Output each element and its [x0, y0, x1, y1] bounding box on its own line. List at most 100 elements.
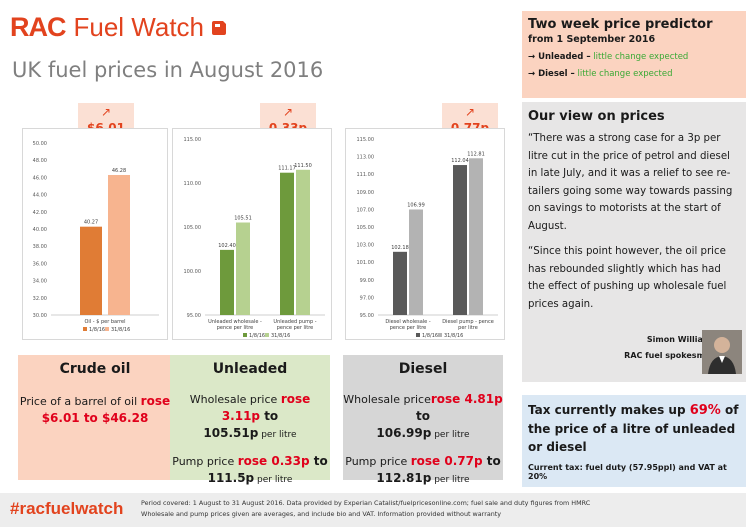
bar-value-label: 46.28 [112, 168, 126, 174]
spokesman-role: RAC fuel spokesman [624, 351, 716, 360]
diesel-summary: Diesel Wholesale pricerose 4.81p to 106.… [343, 355, 503, 485]
unleaded-wholesale-value-line: 105.51p per litre [170, 425, 330, 443]
unit-label: per litre [431, 475, 470, 485]
wholesale-label: Wholesale price [189, 393, 281, 406]
wholesale-value: 105.51p [203, 426, 259, 440]
bar-31-8-16 [296, 169, 310, 315]
y-tick-label: 103.00 [357, 243, 375, 249]
view-paragraph-2: “Since this point however, the oil price… [528, 246, 727, 310]
person-icon [702, 330, 742, 374]
bar-31-8-16 [469, 158, 483, 315]
wholesale-rise: rose 4.81p [430, 392, 503, 406]
x-category-label: Diesel pump - pence [442, 319, 494, 325]
y-tick-label: 50.00 [33, 141, 47, 147]
y-tick-label: 109.00 [357, 190, 375, 196]
bar-value-label: 102.18 [391, 245, 409, 251]
bar-value-label: 111.50 [294, 163, 312, 169]
y-tick-label: 42.00 [33, 210, 47, 216]
predictor-row-unleaded: → Unleaded – little change expected [528, 49, 740, 66]
legend-label: 1/8/16 [249, 333, 265, 339]
up-arrow-icon: ↗ [464, 105, 476, 119]
bar-value-label: 105.51 [234, 216, 252, 222]
pump-value: 111.5p [207, 471, 255, 485]
spokesman-signoff: Simon Williams RAC fuel spokesman [586, 332, 716, 364]
to-label: to [309, 454, 328, 468]
unit-label: per litre [431, 430, 470, 440]
bar-value-label: 112.04 [451, 158, 469, 164]
y-tick-label: 111.00 [357, 172, 375, 178]
x-category-label: Diesel wholesale - [385, 319, 430, 325]
wholesale-value: 106.99p [376, 426, 432, 440]
unleaded-summary: Unleaded Wholesale price rose 3.11p to 1… [170, 355, 330, 485]
unleaded-title: Unleaded [212, 361, 288, 377]
bar-31-8-16 [108, 174, 130, 315]
tax-percentage: 69% [689, 403, 721, 418]
y-tick-label: 36.00 [33, 261, 47, 267]
unleaded-chart-svg: 95.00 100.00 105.00 110.00 115.00 102.40 105.5… [184, 137, 325, 339]
predictor-fuel-label: → Unleaded – [528, 52, 591, 62]
legend-swatch [105, 327, 109, 331]
footnote: Period covered: 1 August to 31 August 20… [141, 498, 590, 520]
spokesman-name: Simon Williams [646, 335, 716, 344]
legend-swatch [416, 333, 420, 337]
to-label: to [260, 409, 279, 423]
y-tick-label: 48.00 [33, 158, 47, 164]
y-tick-label: 99.00 [360, 278, 374, 284]
y-tick-label: 115.00 [357, 137, 375, 143]
predictor-title: Two week price predictor [528, 17, 713, 32]
crude-price-range: $6.01 to $46.28 [41, 411, 149, 425]
predictor-fuel-label: → Diesel – [528, 69, 575, 79]
view-paragraph-1: “There was a strong case for a 3p per li… [528, 133, 733, 232]
legend-label: 31/8/16 [271, 333, 290, 339]
wholesale-label: Wholesale price [343, 393, 431, 406]
diesel-wholesale-line: Wholesale pricerose 4.81p to [343, 391, 503, 425]
footnote-line-2: Wholesale and pump prices given are aver… [141, 510, 502, 518]
unleaded-pump-line: Pump price rose 0.33p to [170, 453, 330, 470]
y-tick-label: 40.00 [33, 227, 47, 233]
unleaded-wholesale-line: Wholesale price rose 3.11p to [170, 391, 330, 425]
pump-rise: rose 0.33p [237, 454, 310, 468]
y-tick-label: 115.00 [184, 137, 202, 143]
y-tick-label: 113.00 [357, 155, 375, 161]
diesel-title: Diesel [398, 361, 448, 377]
bar-value-label: 40.27 [84, 220, 98, 226]
x-category-label: pence per litre [390, 325, 427, 331]
diesel-chart-svg: 95.00 97.00 99.00 101.00 103.00 105.00 107.00 1… [357, 137, 498, 339]
tax-suffix: of the price of a litre of unleaded or d… [528, 403, 739, 454]
crude-oil-title: Crude oil [59, 361, 131, 377]
x-category-label: pence per litre [277, 325, 314, 331]
unleaded-pump-value-line: 111.5p per litre [170, 470, 330, 488]
y-tick-label: 97.00 [360, 295, 374, 301]
y-tick-label: 110.00 [184, 181, 202, 187]
tax-panel: Tax currently makes up 69% of the price … [522, 395, 746, 487]
y-tick-label: 46.00 [33, 175, 47, 181]
wholesale-rise: rose 3.11p [221, 392, 311, 423]
diesel-pump-line: Pump price rose 0.77p to [343, 453, 503, 470]
bar-value-label: 106.99 [407, 202, 425, 208]
bar-31-8-16 [236, 222, 250, 315]
crude-price-label: Price of a barrel of oil [19, 395, 141, 408]
unit-label: per litre [254, 475, 293, 485]
predictor-row-diesel: → Diesel – little change expected [528, 66, 740, 83]
to-label: to [482, 454, 501, 468]
unleaded-chart: 95.00 100.00 105.00 110.00 115.00 102.40 105.5… [172, 128, 332, 340]
unit-label: per litre [258, 430, 297, 440]
bar-31-8-16 [409, 209, 423, 315]
legend-swatch [243, 333, 247, 337]
view-title: Our view on prices [528, 109, 665, 124]
y-tick-label: 34.00 [33, 279, 47, 285]
hashtag: #racfuelwatch [10, 499, 124, 518]
x-category-label: Unleaded pump - [273, 319, 316, 325]
diesel-pump-value-line: 112.81p per litre [343, 470, 503, 488]
y-tick-label: 95.00 [187, 313, 201, 319]
footnote-line-1: Period covered: 1 August to 31 August 20… [141, 499, 591, 507]
legend-label: 31/8/16 [111, 327, 130, 333]
y-tick-label: 38.00 [33, 244, 47, 250]
y-tick-label: 101.00 [357, 260, 375, 266]
x-category-label: Unleaded wholesale - [208, 319, 262, 325]
tax-prefix: Tax currently makes up [528, 403, 690, 417]
crude-oil-chart-svg: 30.00 32.00 34.00 36.00 38.00 40.00 42.00 44.00… [33, 141, 159, 333]
y-tick-label: 32.00 [33, 296, 47, 302]
to-label: to [416, 409, 430, 423]
bar-1-8-16 [220, 249, 234, 315]
